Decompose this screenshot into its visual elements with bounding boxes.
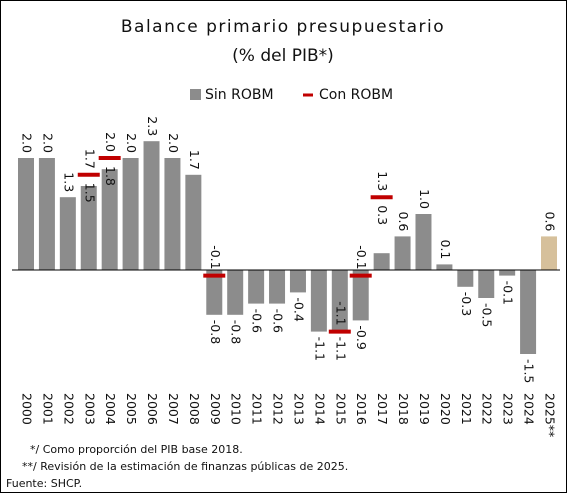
x-tick-label: 2022 (480, 393, 495, 425)
value-label: 1.5 (82, 183, 97, 203)
value-label: -1.1 (312, 337, 327, 361)
value-label: -0.1 (501, 281, 516, 305)
bar (457, 270, 474, 287)
value-label: 1.0 (417, 189, 432, 209)
bar (415, 214, 432, 270)
x-tick-label: 2011 (250, 393, 265, 425)
x-tick-label: 2014 (312, 393, 327, 425)
bar (164, 158, 181, 270)
bar (122, 158, 139, 270)
value-label: -0.9 (354, 325, 369, 349)
x-tick-label: 2024 (522, 393, 537, 425)
bar (185, 174, 202, 270)
bar (541, 236, 557, 270)
bar (352, 270, 369, 321)
x-tick-label: 2010 (229, 393, 244, 425)
bar (289, 270, 306, 293)
chart-subtitle: (% del PIB*) (232, 46, 334, 66)
value-label: -1.1 (333, 337, 348, 361)
footnote: Fuente: SHCP. (6, 477, 82, 490)
x-tick-label: 2000 (20, 393, 35, 425)
x-tick-label: 2023 (501, 393, 516, 425)
x-tick-label: 2008 (187, 393, 202, 425)
value-label: 1.8 (103, 166, 118, 186)
x-tick-label: 2002 (61, 393, 76, 425)
x-tick-label: 2009 (208, 393, 223, 425)
bar (38, 158, 55, 270)
value-label: -0.8 (229, 320, 244, 344)
value-label: 2.3 (145, 116, 160, 136)
x-tick-label: 2015 (333, 393, 348, 425)
x-tick-label: 2019 (417, 393, 432, 425)
footnote: */ Como proporción del PIB base 2018. (30, 443, 243, 456)
x-tick-label: 2006 (145, 393, 160, 425)
value-label: -0.3 (459, 292, 474, 316)
value-label: 2.0 (103, 132, 118, 152)
bar (101, 169, 118, 270)
value-label: 2.0 (40, 133, 55, 153)
x-tick-label: 2013 (291, 393, 306, 425)
bar (331, 270, 348, 332)
chart-title: Balance primario presupuestario (121, 17, 445, 37)
x-tick-label: 2005 (124, 393, 139, 425)
bar (269, 270, 286, 304)
value-label: 0.6 (396, 212, 411, 232)
value-label: 2.0 (124, 133, 139, 153)
value-label: 0.6 (543, 212, 558, 232)
value-label: -0.8 (208, 320, 223, 344)
bar (310, 270, 327, 332)
value-label: -0.5 (480, 303, 495, 327)
bar (478, 270, 495, 298)
value-label: 2.0 (20, 133, 35, 153)
x-tick-label: 2016 (354, 393, 369, 425)
value-label: -0.1 (354, 245, 369, 269)
x-tick-label: 2018 (396, 393, 411, 425)
legend-swatch (190, 89, 201, 100)
bar (206, 270, 223, 315)
value-label: -0.1 (208, 245, 223, 269)
legend-label: Con ROBM (319, 87, 393, 103)
x-tick-label: 2001 (40, 393, 55, 425)
value-label: 1.3 (375, 171, 390, 191)
value-label: -0.6 (271, 309, 286, 333)
bar (80, 186, 97, 270)
x-tick-label: 2017 (375, 393, 390, 425)
bar (143, 141, 160, 270)
x-tick-label: 2020 (438, 393, 453, 425)
value-label: 0.1 (438, 240, 453, 260)
bar (373, 253, 390, 270)
bar (59, 197, 76, 270)
value-label: -1.5 (522, 359, 537, 383)
footnote: **/ Revisión de la estimación de finanza… (22, 460, 348, 473)
value-label: 0.3 (375, 205, 390, 225)
legend-label: Sin ROBM (205, 87, 274, 103)
bar (436, 264, 453, 270)
x-tick-label: 2025** (543, 393, 558, 437)
bar (248, 270, 265, 304)
bar (394, 236, 411, 270)
bar (520, 270, 537, 354)
x-tick-label: 2003 (82, 393, 97, 425)
value-label: 1.7 (82, 149, 97, 169)
value-label: 1.3 (61, 172, 76, 192)
value-label: 2.0 (166, 133, 181, 153)
bar (227, 270, 244, 315)
value-label: 1.7 (187, 150, 202, 170)
bar (18, 158, 34, 270)
x-tick-label: 2007 (166, 393, 181, 425)
value-label: -0.4 (291, 297, 306, 321)
x-tick-label: 2012 (271, 393, 286, 425)
x-tick-label: 2004 (103, 393, 118, 425)
bar (499, 270, 516, 276)
value-label: -1.1 (333, 301, 348, 325)
value-label: -0.6 (250, 309, 265, 333)
x-tick-label: 2021 (459, 393, 474, 425)
